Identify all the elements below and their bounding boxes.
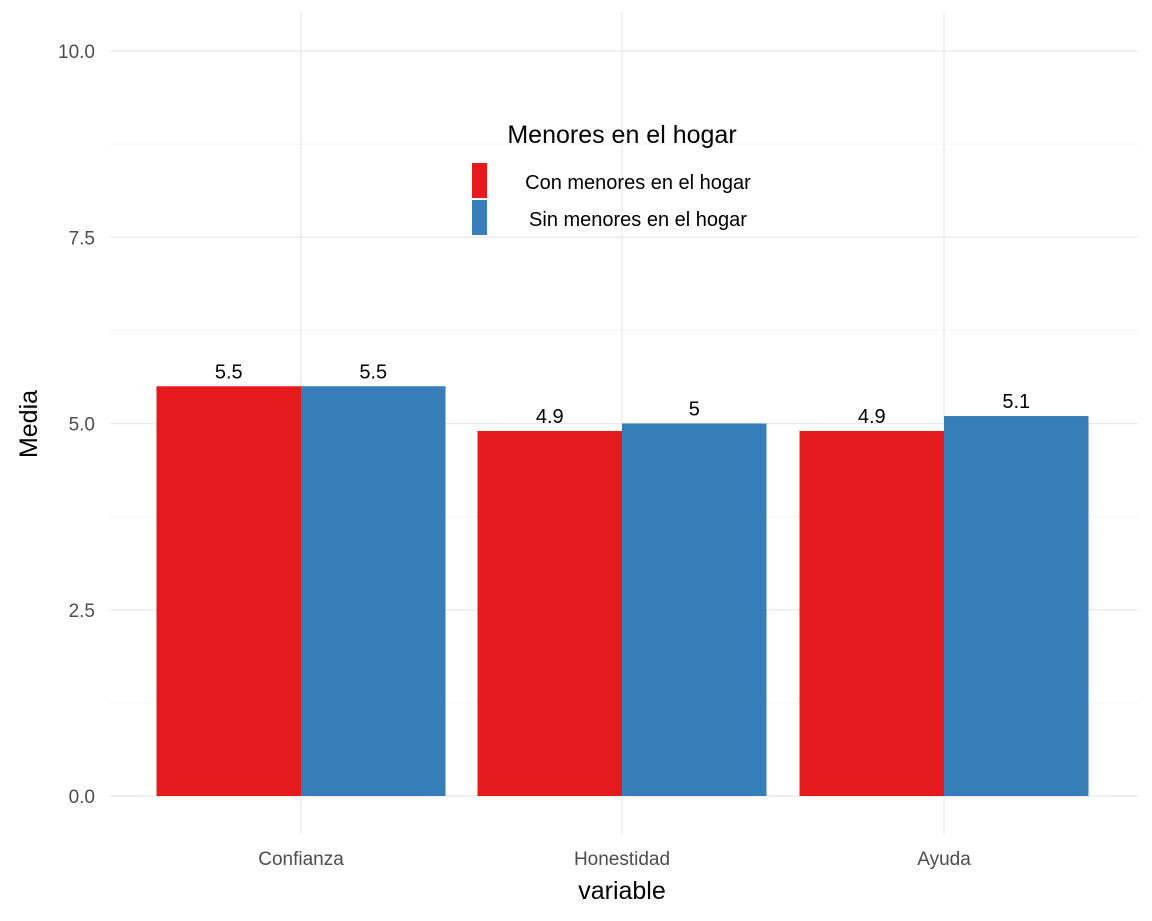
bar-value-label: 5.5 xyxy=(359,361,387,383)
legend-key xyxy=(472,200,487,235)
bar xyxy=(301,386,446,796)
bar xyxy=(944,416,1089,796)
legend-label: Con menores en el hogar xyxy=(525,172,751,194)
x-tick-label: Confianza xyxy=(258,849,344,870)
y-axis-ticks: 0.0 2.5 5.0 7.5 10.0 xyxy=(58,42,95,808)
bar-value-labels: 5.5 4.9 4.9 5.5 5 5.1 xyxy=(215,361,1030,428)
y-axis-title: Media xyxy=(15,390,43,458)
legend: Menores en el hogar Con menores en el ho… xyxy=(472,121,751,235)
legend-key xyxy=(472,163,487,198)
bar-value-label: 5 xyxy=(689,399,700,421)
bar xyxy=(799,430,944,796)
bar xyxy=(477,430,622,796)
legend-title: Menores en el hogar xyxy=(507,121,736,149)
x-tick-label: Honestidad xyxy=(574,849,670,870)
y-tick-label: 0.0 xyxy=(69,787,95,808)
bars xyxy=(156,386,1089,796)
legend-items: Con menores en el hogar Sin menores en el… xyxy=(472,163,751,235)
x-axis-title: variable xyxy=(578,877,666,905)
bar-value-label: 4.9 xyxy=(858,406,886,428)
x-axis-ticks: Confianza Honestidad Ayuda xyxy=(258,849,971,870)
y-tick-label: 5.0 xyxy=(69,415,95,436)
bar xyxy=(156,386,301,796)
bar-value-label: 5.1 xyxy=(1002,391,1030,413)
y-tick-label: 7.5 xyxy=(69,228,95,249)
bar-value-label: 5.5 xyxy=(215,361,243,383)
y-tick-label: 10.0 xyxy=(58,42,95,63)
y-tick-label: 2.5 xyxy=(69,601,95,622)
legend-label: Sin menores en el hogar xyxy=(529,209,747,231)
bar xyxy=(622,423,767,796)
x-tick-label: Ayuda xyxy=(917,849,971,870)
bar-value-label: 4.9 xyxy=(536,406,564,428)
